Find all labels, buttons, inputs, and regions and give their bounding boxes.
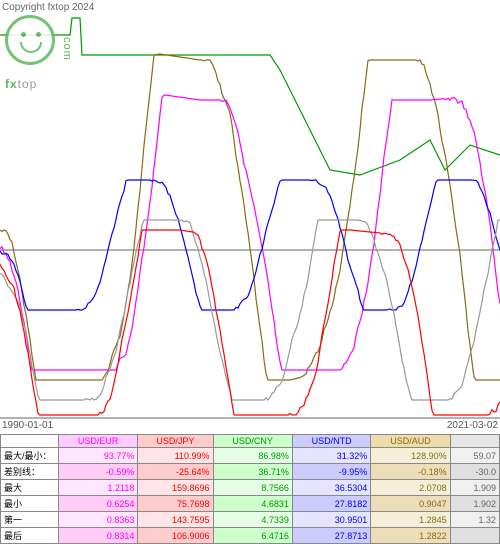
data-cell: 1.2822 xyxy=(371,528,450,544)
data-cell: 159.8696 xyxy=(138,480,213,496)
data-cell: 1.2845 xyxy=(371,512,450,528)
data-cell: 31.32% xyxy=(292,448,370,464)
col-header: USD/CNY xyxy=(213,435,292,448)
data-cell: -9.95% xyxy=(292,464,370,480)
data-cell: 0.8363 xyxy=(59,512,138,528)
data-cell: 0.6254 xyxy=(59,496,138,512)
col-header: USD/NTD xyxy=(292,435,370,448)
row-header: 最大/最小： xyxy=(1,448,59,464)
col-header: USD/AUD xyxy=(371,435,450,448)
data-cell: 59.07 xyxy=(450,448,499,464)
data-cell: 4.6831 xyxy=(213,496,292,512)
data-cell: 143.7595 xyxy=(138,512,213,528)
data-cell: 110.99% xyxy=(138,448,213,464)
row-header: 第一 xyxy=(1,512,59,528)
chart-svg xyxy=(0,0,500,420)
data-cell: 106.9006 xyxy=(138,528,213,544)
row-header: 最大 xyxy=(1,480,59,496)
data-cell: 27.8182 xyxy=(292,496,370,512)
row-header: 差别线： xyxy=(1,464,59,480)
col-header xyxy=(450,435,499,448)
data-cell: 27.8713 xyxy=(292,528,370,544)
data-cell: 75.7698 xyxy=(138,496,213,512)
data-cell: -25.64% xyxy=(138,464,213,480)
data-cell: -0.59% xyxy=(59,464,138,480)
data-cell: 8.7566 xyxy=(213,480,292,496)
data-cell: 128.90% xyxy=(371,448,450,464)
data-cell: 2.0708 xyxy=(371,480,450,496)
data-cell: 4.7339 xyxy=(213,512,292,528)
data-cell: -30.0 xyxy=(450,464,499,480)
data-cell: 36.71% xyxy=(213,464,292,480)
xaxis-start: 1990-01-01 xyxy=(2,420,53,431)
fxtop-logo: .com fxtop xyxy=(5,15,55,65)
data-cell: 6.4716 xyxy=(213,528,292,544)
col-header: USD/JPY xyxy=(138,435,213,448)
data-cell xyxy=(450,528,499,544)
xaxis-end: 2021-03-02 xyxy=(447,420,498,431)
data-cell: 1.902 xyxy=(450,496,499,512)
data-cell: 0.8314 xyxy=(59,528,138,544)
data-table: USD/EURUSD/JPYUSD/CNYUSD/NTDUSD/AUD 最大/最小… xyxy=(0,434,500,544)
data-cell: 30.9501 xyxy=(292,512,370,528)
data-cell: 1.32 xyxy=(450,512,499,528)
data-cell: 86.98% xyxy=(213,448,292,464)
row-header: 最小 xyxy=(1,496,59,512)
col-header: USD/EUR xyxy=(59,435,138,448)
data-cell: 93.77% xyxy=(59,448,138,464)
data-cell: 1.909 xyxy=(450,480,499,496)
data-cell: 1.2118 xyxy=(59,480,138,496)
data-cell: 36.5304 xyxy=(292,480,370,496)
chart-area: Copyright fxtop 2024 .com fxtop xyxy=(0,0,500,420)
data-cell: -0.18% xyxy=(371,464,450,480)
data-cell: 0.9047 xyxy=(371,496,450,512)
row-header: 最后 xyxy=(1,528,59,544)
copyright-text: Copyright fxtop 2024 xyxy=(2,2,94,13)
